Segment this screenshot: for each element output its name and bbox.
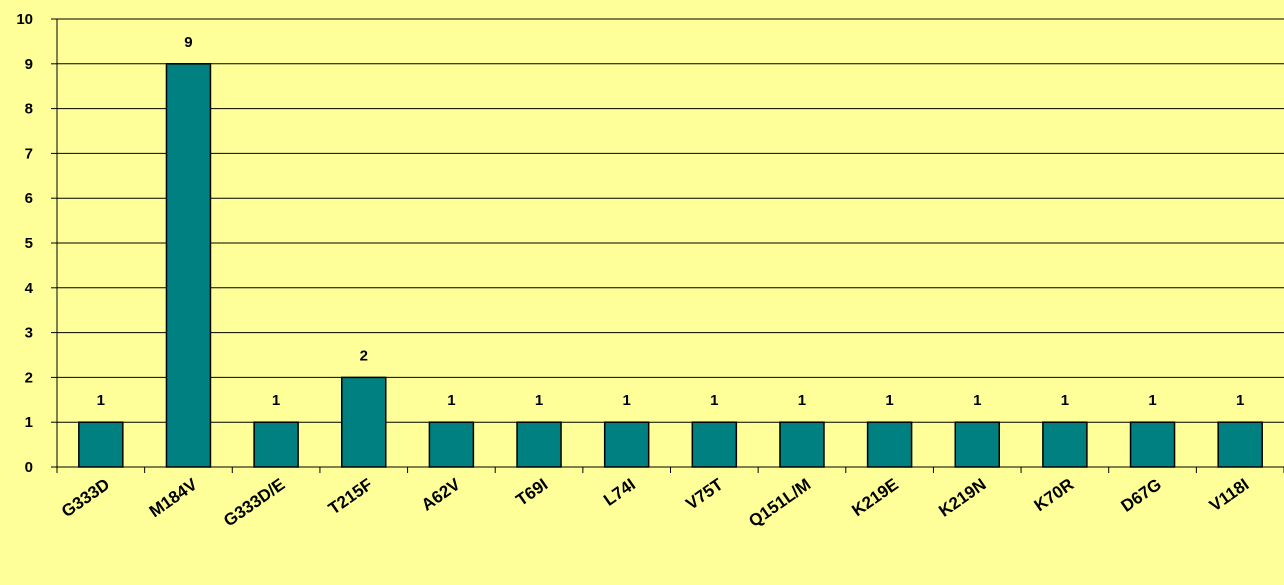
data-label: 1: [1061, 392, 1069, 409]
data-label: 2: [360, 347, 368, 364]
bar-a62v: [428, 421, 475, 468]
data-label: 1: [535, 392, 543, 409]
data-label: 1: [97, 392, 105, 409]
bar-v118i: [1217, 421, 1263, 468]
x-tick-label: A62V: [418, 474, 464, 514]
x-tick-label: D67G: [1118, 475, 1165, 516]
x-tick-label: K219E: [848, 475, 901, 520]
data-label: 1: [885, 392, 893, 409]
x-tick-label: V75T: [682, 474, 727, 513]
y-tick-label: 10: [16, 11, 33, 28]
data-label: 9: [184, 34, 192, 51]
x-tick-label: M184V: [146, 474, 202, 521]
data-label: 1: [973, 392, 981, 409]
bar-l74i: [603, 421, 650, 468]
x-tick-label: V118I: [1206, 475, 1253, 516]
bar-g333d: [78, 421, 124, 468]
gridlines: [57, 18, 1284, 423]
y-tick-label: 1: [25, 414, 33, 431]
axes: [51, 18, 1284, 473]
y-tick-label: 0: [25, 459, 33, 476]
x-tick-label: L74I: [600, 475, 639, 510]
bar-k219e: [866, 421, 913, 468]
bars: [78, 63, 1263, 468]
bar-k70r: [1042, 421, 1088, 468]
bar-k219n: [954, 421, 1000, 468]
data-label: 1: [623, 392, 631, 409]
x-tick-label: K219N: [935, 475, 989, 521]
y-tick-label: 7: [25, 145, 33, 162]
y-tick-label: 5: [25, 235, 33, 252]
bar-t69i: [516, 421, 562, 468]
bar-t215f: [341, 376, 387, 468]
data-label: 1: [447, 392, 455, 409]
bar-g333d-e: [253, 421, 299, 468]
y-tick-label: 8: [25, 101, 33, 118]
bar-m184v: [165, 63, 212, 468]
x-tick-label: T69I: [513, 475, 552, 510]
x-tick-label: K70R: [1031, 475, 1078, 515]
data-label: 1: [798, 392, 806, 409]
y-tick-label: 4: [25, 280, 34, 297]
data-label: 1: [1236, 392, 1244, 409]
data-label: 1: [272, 392, 280, 409]
x-tick-label: G333D: [58, 475, 113, 521]
y-tick-label: 3: [25, 325, 33, 342]
bar-d67g: [1129, 421, 1176, 468]
bar-v75t: [691, 421, 738, 468]
y-tick-label: 9: [25, 56, 33, 73]
data-label: 1: [710, 392, 718, 409]
y-tick-label: 6: [25, 190, 33, 207]
bar-q151l-m: [779, 421, 825, 468]
y-tick-label: 2: [25, 369, 33, 386]
x-tick-label: T215F: [325, 475, 376, 519]
x-tick-label: G333D/E: [220, 475, 288, 531]
data-label: 1: [1148, 392, 1156, 409]
x-tick-label: Q151L/M: [745, 475, 814, 531]
